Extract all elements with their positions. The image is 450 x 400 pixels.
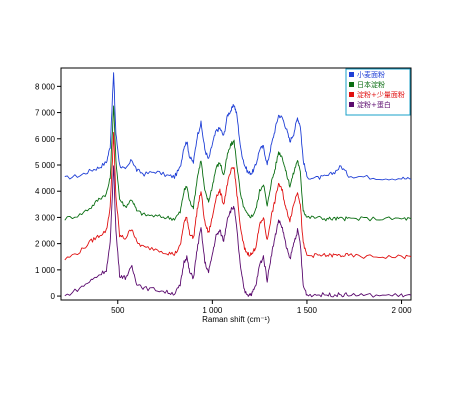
series-layer (64, 72, 412, 298)
series-line-1 (64, 72, 412, 181)
legend-swatch (349, 72, 354, 77)
y-tick-label: 4 000 (35, 187, 56, 196)
legend-swatch (349, 102, 354, 107)
y-tick-label: 0 (51, 292, 56, 301)
series-line-2 (64, 105, 412, 222)
legend-label: 淀粉+少量面粉 (357, 90, 405, 99)
x-axis-label: Raman shift (cm⁻¹) (202, 315, 270, 324)
y-tick-label: 8 000 (35, 82, 56, 91)
series-line-3 (64, 132, 412, 261)
legend-swatch (349, 82, 354, 87)
x-tick-label: 1 000 (202, 306, 223, 315)
y-tick-label: 6 000 (35, 135, 56, 144)
legend-box (345, 68, 411, 116)
y-tick-label: 1 000 (35, 266, 56, 275)
legend-label: 淀粉+蛋白 (357, 100, 391, 109)
y-tick-label: 2 000 (35, 240, 56, 249)
y-tick-label: 3 000 (35, 213, 56, 222)
series-line-4 (64, 165, 412, 298)
legend-swatch (349, 92, 354, 97)
x-tick-label: 2 000 (392, 306, 413, 315)
y-tick-label: 5 000 (35, 161, 56, 170)
y-axis-ticks: 0 1 000 2 000 3 000 4 000 5 000 6 000 7 000 8 00… (35, 82, 61, 301)
legend-label: 小麦面粉 (357, 70, 385, 79)
x-tick-label: 1 500 (297, 306, 318, 315)
legend-label: 日本淀粉 (357, 80, 385, 89)
y-tick-label: 7 000 (35, 109, 56, 118)
x-axis-ticks: 500 1 000 1 500 2 000 (111, 300, 412, 315)
x-tick-label: 500 (111, 306, 125, 315)
